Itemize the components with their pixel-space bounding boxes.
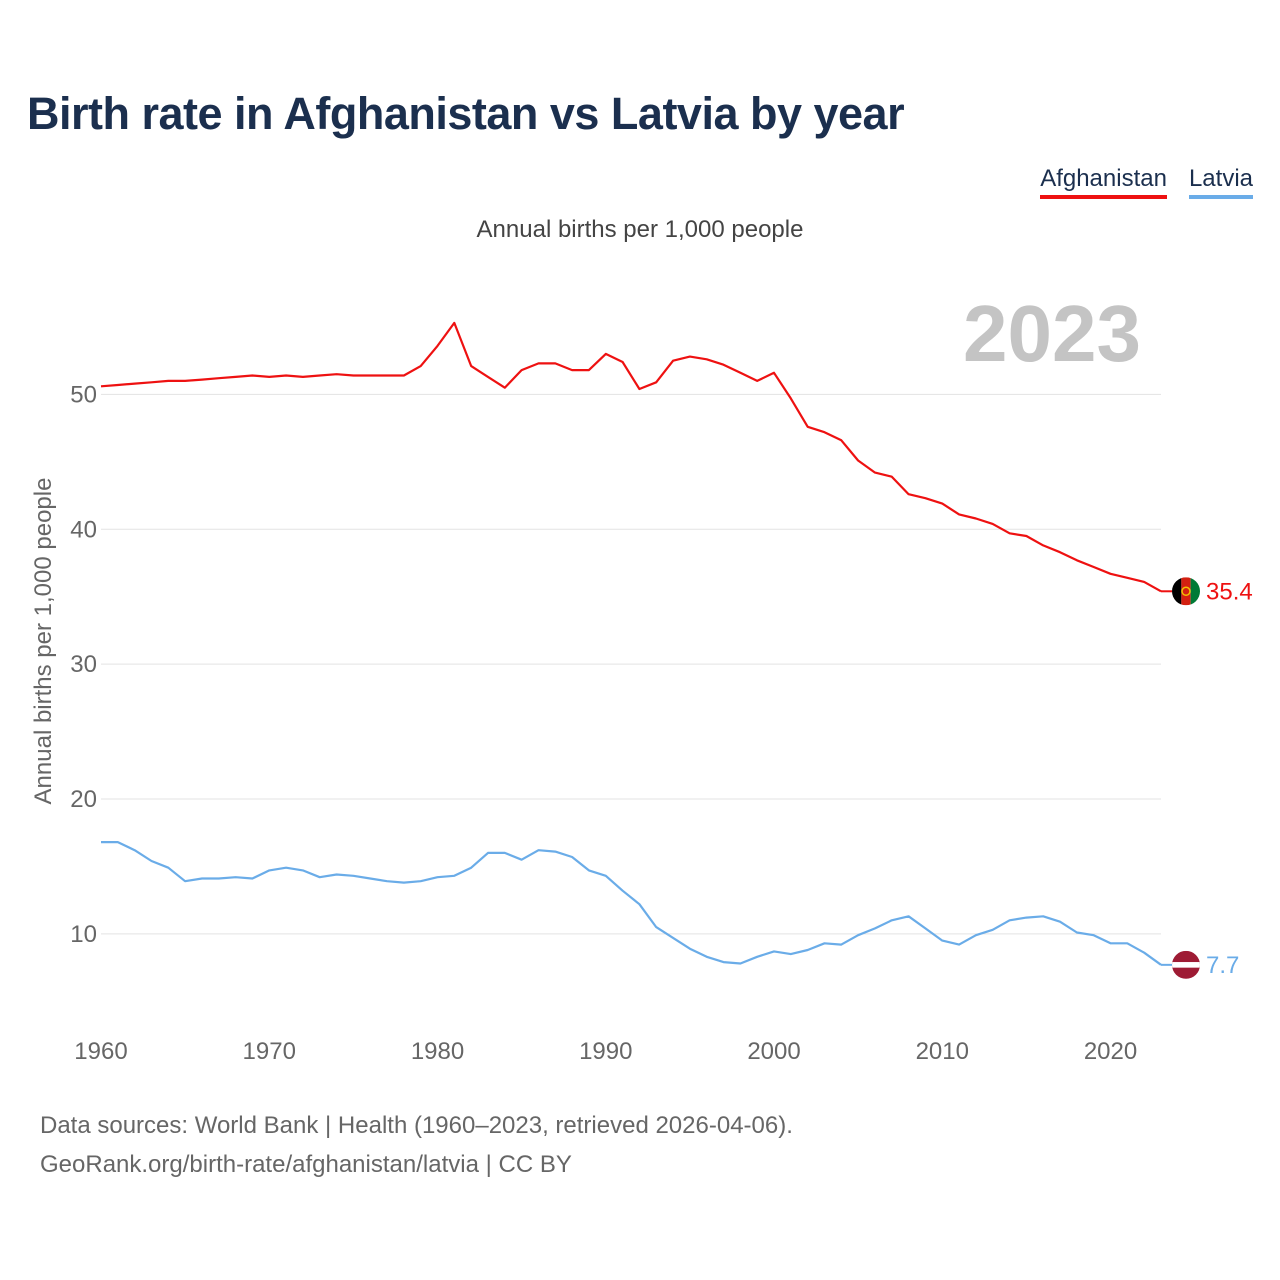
x-axis-ticks: 1960 1970 1980 1990 2000 2010 2020	[74, 1038, 1137, 1065]
y-tick-label: 40	[70, 516, 97, 543]
x-tick-label: 2020	[1084, 1038, 1137, 1065]
chart-title: Birth rate in Afghanistan vs Latvia by y…	[27, 88, 905, 139]
y-axis-ticks: 10 20 30 40 50	[70, 381, 97, 947]
attribution-link[interactable]: GeoRank.org/birth-rate/afghanistan/latvi…	[40, 1151, 572, 1178]
series-line-afghanistan	[100, 321, 1162, 593]
year-watermark: 2023	[963, 289, 1141, 378]
x-tick-label: 1980	[411, 1038, 464, 1065]
x-tick-label: 2000	[747, 1038, 800, 1065]
end-value-label-latvia: 7.7	[1206, 952, 1239, 979]
flag-latvia-icon	[1172, 950, 1200, 979]
flag-afghanistan-icon	[1172, 577, 1200, 606]
y-tick-label: 30	[70, 651, 97, 678]
series-lines	[100, 321, 1162, 966]
chart-subtitle: Annual births per 1,000 people	[476, 216, 804, 243]
series-line-latvia	[101, 840, 1162, 966]
footer: Data sources: World Bank | Health (1960–…	[40, 1106, 793, 1184]
x-tick-label: 1970	[243, 1038, 296, 1065]
y-tick-label: 20	[70, 786, 97, 813]
x-tick-label: 2010	[916, 1038, 969, 1065]
legend: Afghanistan Latvia	[1040, 165, 1253, 199]
data-source-text: Data sources: World Bank | Health (1960–…	[40, 1112, 793, 1139]
y-tick-label: 50	[70, 381, 97, 408]
end-value-label-afghanistan: 35.4	[1206, 578, 1253, 605]
legend-item-afghanistan[interactable]: Afghanistan	[1040, 165, 1167, 199]
y-tick-label: 10	[70, 921, 97, 948]
x-tick-label: 1960	[74, 1038, 127, 1065]
gridlines	[101, 393, 1161, 935]
legend-item-latvia[interactable]: Latvia	[1188, 165, 1253, 199]
x-tick-label: 1990	[579, 1038, 632, 1065]
end-markers: 35.4 7.7	[1161, 577, 1253, 979]
y-axis-label: Annual births per 1,000 people	[30, 478, 57, 805]
